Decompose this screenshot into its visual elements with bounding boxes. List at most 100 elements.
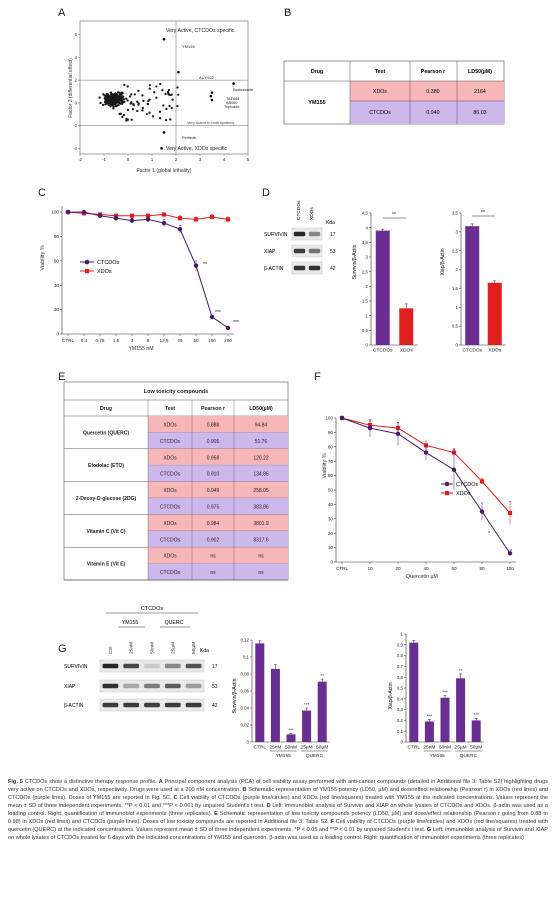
plot-frame-a bbox=[79, 20, 249, 155]
scatter-point bbox=[168, 104, 171, 108]
y-tick-label-G-xiap: 0,5 bbox=[397, 686, 404, 691]
blot-band bbox=[293, 231, 306, 237]
scatter-point bbox=[111, 102, 115, 105]
lane-label-g: 50nM bbox=[150, 642, 156, 654]
y-tick-label-G-survivin: 0,12 bbox=[240, 638, 249, 643]
table-e-ld50: 51.76 bbox=[255, 439, 268, 445]
y-tick-label-D-survivin: 0 bbox=[366, 343, 369, 348]
sig-f-80: * bbox=[488, 531, 491, 537]
y-tick-label-C: 20 bbox=[54, 307, 60, 312]
y-tick-label-D-xiap: 1,5 bbox=[452, 286, 459, 291]
blot-band bbox=[123, 683, 140, 689]
x-tick-label-D-survivin: XDOs bbox=[400, 348, 413, 354]
table-e-xdos-row bbox=[148, 448, 288, 466]
scatter-point bbox=[137, 89, 140, 93]
blot-label-survivin-g: SURVIVIN bbox=[64, 664, 88, 670]
western-blot-g bbox=[99, 659, 205, 712]
point-ctcdos bbox=[395, 431, 401, 437]
table-e-drug: Vitamin C (Vit C) bbox=[87, 529, 126, 535]
y-tick-label-G-xiap: 0,2 bbox=[397, 718, 404, 723]
table-b-row1-r: 0.380 bbox=[426, 89, 439, 95]
y-axis-label-d2: Xiap/β-Actin bbox=[440, 248, 446, 275]
blot-band bbox=[144, 663, 160, 669]
group-label-G-survivin: QUERC bbox=[306, 753, 324, 759]
scatter-point bbox=[161, 89, 164, 92]
scatter-point bbox=[159, 82, 162, 86]
point-ctcdos bbox=[451, 467, 457, 473]
x-tick-label-F: CTRL bbox=[336, 566, 348, 571]
y-tick-label-G-xiap: 0,6 bbox=[397, 675, 404, 680]
scatter-point bbox=[115, 104, 119, 107]
blot-header-g: CTCDOs bbox=[141, 606, 164, 612]
y-tick-label-D-survivin: 1 bbox=[366, 313, 369, 318]
scatter-point bbox=[141, 109, 144, 112]
scatter-point bbox=[107, 93, 110, 97]
scatter-point bbox=[177, 93, 180, 96]
table-b-row1-ld50: 2164 bbox=[474, 89, 486, 95]
table-e-test: XDOs bbox=[163, 554, 177, 560]
bar-50nM bbox=[286, 734, 296, 742]
legend-marker-ctcdos-f bbox=[444, 481, 450, 487]
point-xdos bbox=[177, 216, 183, 221]
y-tick-label-G-xiap: 0,8 bbox=[397, 653, 404, 658]
scatter-point bbox=[109, 105, 112, 108]
bar-50nM bbox=[440, 697, 450, 742]
table-e-ld50: 94.84 bbox=[255, 423, 268, 429]
table-b-header-ld50: LD50(µM) bbox=[468, 69, 492, 75]
scatter-point bbox=[126, 85, 129, 88]
y-tick-label-F: 20 bbox=[328, 531, 334, 536]
blot-strip bbox=[291, 261, 323, 275]
x-tick-label-F: 100 bbox=[506, 566, 514, 571]
bar-chart-d-survivin: 4,5 4 3,5 3 2,5 2 1,5 1 0,5 0 CTCDOs XDOs ** bbox=[362, 211, 418, 354]
table-e-xdos-row bbox=[148, 547, 288, 564]
y-tick-label-G-survivin: 0,06 bbox=[240, 689, 249, 694]
scatter-point bbox=[165, 107, 168, 111]
significance-G-survivin: ** bbox=[320, 673, 324, 678]
point-xdos bbox=[145, 213, 151, 218]
caption-letter-e: E bbox=[214, 811, 218, 818]
x-axis-label-f: Quercetin µM bbox=[406, 574, 438, 580]
series-line-ctcdos bbox=[68, 211, 229, 329]
scatter-point bbox=[126, 99, 129, 102]
blot-label-xiap-d: XIAP bbox=[264, 249, 276, 255]
x-tick-label-C: 25 bbox=[177, 338, 183, 343]
panel-d: D CTCDOs XDOs Kda SURVIVIN XIAP β-ACTIN … bbox=[262, 187, 506, 354]
blot-band bbox=[123, 702, 140, 708]
blot-label-xiap-g: XIAP bbox=[64, 684, 76, 690]
significance-G-survivin: *** bbox=[304, 702, 310, 707]
y-tick-label-F: 60 bbox=[328, 473, 334, 478]
blot-strip bbox=[99, 659, 205, 673]
scatter-point bbox=[99, 101, 102, 105]
point-xdos bbox=[193, 217, 199, 222]
scatter-point bbox=[167, 92, 170, 95]
y-tick-label-G-survivin: 0,02 bbox=[240, 723, 249, 728]
point-ctcdos bbox=[479, 509, 485, 514]
scatter-point bbox=[118, 112, 121, 116]
scatter-point bbox=[158, 110, 162, 113]
scatter-point bbox=[148, 87, 151, 90]
table-b-row2-test: CTCDOs bbox=[369, 110, 391, 116]
scatter-point bbox=[136, 109, 139, 113]
point-ctcdos bbox=[161, 220, 167, 226]
scatter-point bbox=[101, 103, 105, 107]
y-tick-label-D-survivin: 3 bbox=[366, 255, 369, 260]
blot-strip bbox=[291, 244, 323, 258]
scatter-point bbox=[176, 105, 179, 108]
table-e-ld50: 258.05 bbox=[253, 488, 269, 494]
x-tick-label-G-xiap: 50nM bbox=[439, 745, 451, 751]
y-tick-label-C: 0 bbox=[56, 332, 59, 337]
caption-text-c: Cell viability of CTCDOs (purple line/ci… bbox=[8, 795, 548, 810]
caption-text-g: Left: immunoblot analysis of Survivin an… bbox=[8, 827, 548, 842]
table-e-test: CTCDOs bbox=[160, 505, 181, 511]
blot-band bbox=[102, 702, 119, 708]
y-axis-label-a: Factor 2 (differential effect) bbox=[68, 58, 74, 118]
scatter-point bbox=[130, 93, 133, 96]
bar-CTCDOs bbox=[375, 230, 390, 345]
scatter-point bbox=[117, 91, 120, 94]
scatter-point-highlight bbox=[232, 82, 235, 85]
table-e-title: Low toxicity compounds bbox=[144, 389, 208, 395]
point-xdos bbox=[225, 217, 231, 222]
